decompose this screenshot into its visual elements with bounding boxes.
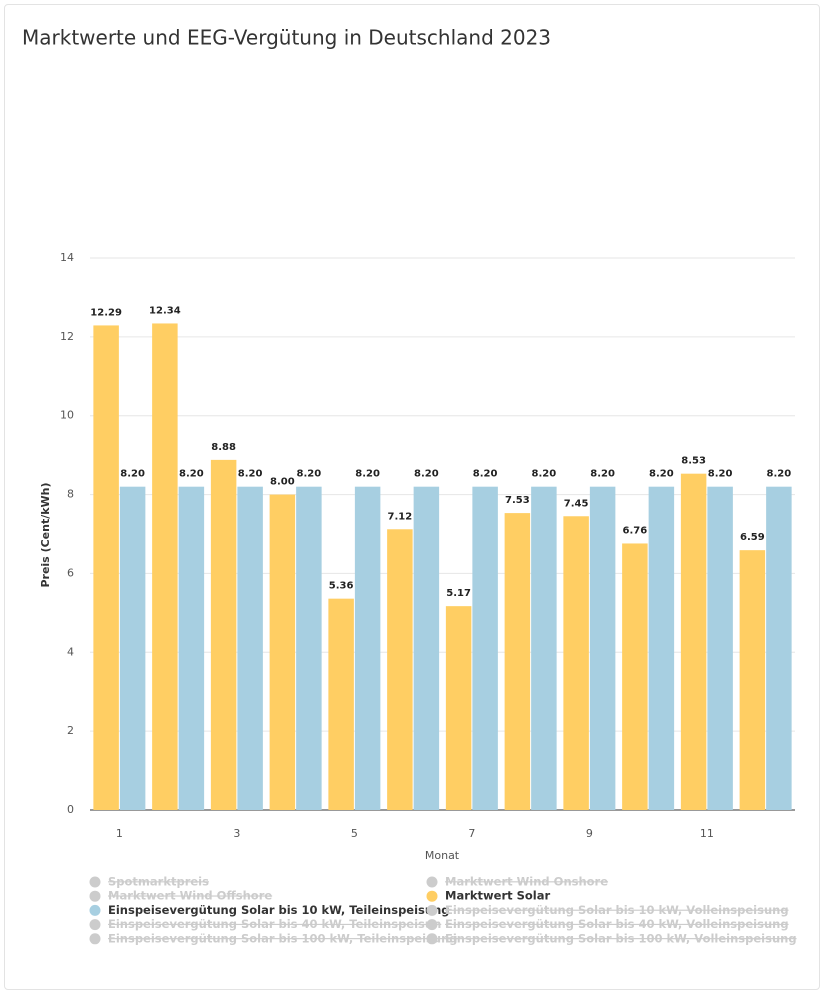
bar [93,325,119,810]
legend-entry[interactable]: Einspeisevergütung Solar bis 40 kW, Teil… [108,917,441,931]
data-label: 8.20 [238,469,263,480]
data-label: 5.17 [446,588,471,599]
data-label: 6.59 [740,532,765,543]
data-label: 6.76 [623,525,648,536]
y-tick-label: 0 [67,803,74,816]
legend-entry[interactable]: Einspeisevergütung Solar bis 40 kW, Voll… [445,917,789,931]
y-tick-label: 12 [60,330,74,343]
data-label: 8.20 [179,469,204,480]
bar [622,543,648,810]
data-label: 7.53 [505,495,530,506]
legend-entry[interactable]: Einspeisevergütung Solar bis 100 kW, Vol… [445,931,797,945]
data-label: 8.20 [532,469,557,480]
x-tick-label: 5 [351,827,358,840]
data-label: 8.88 [211,442,236,453]
legend-marker[interactable] [426,890,438,902]
data-label: 8.53 [681,456,706,467]
bar [766,486,792,810]
data-label: 8.20 [355,469,380,480]
bar [119,486,146,810]
data-label: 8.20 [414,469,439,480]
legend-entry[interactable]: Marktwert Wind Onshore [445,875,608,889]
bar [328,598,354,810]
bar [589,486,616,810]
legend-entry[interactable]: Marktwert Solar [445,889,551,903]
data-label: 8.20 [590,469,615,480]
legend-marker[interactable] [89,933,101,945]
bar [269,494,296,810]
data-label: 12.29 [90,307,122,318]
x-axis-label: Monat [425,849,460,862]
legend-marker[interactable] [89,890,101,902]
bar [178,486,205,810]
data-label: 8.20 [708,469,733,480]
data-label: 5.36 [329,581,354,592]
legend-marker[interactable] [89,876,101,888]
bar [504,513,531,810]
chart-title: Marktwerte und EEG-Vergütung in Deutschl… [22,26,551,50]
legend-entry[interactable]: Spotmarktpreis [108,875,209,889]
bar [531,486,557,810]
bar [472,486,498,810]
x-tick-label: 11 [700,827,714,840]
legend-marker[interactable] [89,919,101,931]
data-label: 8.20 [120,469,145,480]
bar [648,486,675,810]
x-tick-label: 7 [468,827,475,840]
legend-entry[interactable]: Marktwert Wind Offshore [108,889,272,903]
bar [152,323,178,810]
legend-marker[interactable] [426,876,438,888]
y-tick-label: 8 [67,488,74,501]
data-label: 8.20 [649,469,674,480]
data-label: 8.20 [297,469,322,480]
data-label: 8.20 [473,469,498,480]
bar [210,459,237,810]
data-label: 8.20 [767,469,792,480]
legend-marker[interactable] [426,904,438,916]
y-tick-label: 4 [67,645,74,658]
data-label: 7.12 [388,511,413,522]
data-label: 7.45 [564,498,589,509]
legend-marker[interactable] [426,933,438,945]
y-tick-label: 10 [60,409,74,422]
x-tick-label: 1 [116,827,123,840]
bar [354,486,381,810]
y-tick-label: 14 [60,251,74,264]
x-tick-label: 9 [586,827,593,840]
bar [237,486,263,810]
x-tick-label: 3 [233,827,240,840]
data-label: 12.34 [149,305,181,316]
bar [387,529,413,810]
bar [563,516,589,810]
legend-marker[interactable] [89,904,101,916]
bar [296,486,322,810]
bar [413,486,440,810]
y-axis-label: Preis (Cent/kWh) [39,482,52,587]
bar [739,550,766,810]
legend-entry[interactable]: Einspeisevergütung Solar bis 100 kW, Tei… [108,931,458,945]
bar [707,486,733,810]
y-tick-label: 2 [67,724,74,737]
y-tick-label: 6 [67,566,74,579]
bar [445,606,472,810]
bar [680,473,707,810]
legend-marker[interactable] [426,919,438,931]
data-label: 8.00 [270,477,295,488]
legend-entry[interactable]: Einspeisevergütung Solar bis 10 kW, Voll… [445,903,789,917]
card [4,4,820,990]
legend-entry[interactable]: Einspeisevergütung Solar bis 10 kW, Teil… [108,903,450,917]
